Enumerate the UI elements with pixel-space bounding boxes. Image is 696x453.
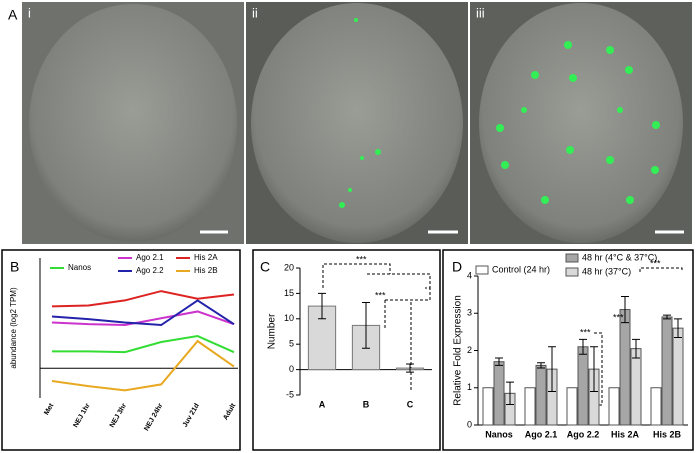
x-tick-label: Ago 2.1 bbox=[525, 429, 558, 439]
x-tick-label: NEJ 1hr bbox=[72, 402, 91, 429]
x-tick-label: His 2A bbox=[611, 429, 640, 439]
x-tick-label: Met bbox=[43, 402, 55, 417]
annotation: *** bbox=[613, 312, 624, 322]
panel-frame bbox=[1, 249, 241, 451]
bar bbox=[566, 387, 578, 426]
bar bbox=[524, 387, 536, 426]
x-tick-label: C bbox=[407, 399, 414, 409]
legend-swatch bbox=[565, 253, 579, 263]
legend-label: 48 hr (37°C) bbox=[582, 266, 631, 276]
legend-label: Ago 2.1 bbox=[136, 253, 164, 262]
line bbox=[51, 339, 235, 392]
legend-label: 48 hr (4°C & 37°C) bbox=[582, 252, 657, 262]
bar bbox=[650, 387, 662, 426]
x-tick-label: Juv 21d bbox=[182, 402, 201, 428]
legend-label: His 2A bbox=[194, 253, 218, 262]
x-tick-label: NEJ 3hr bbox=[109, 402, 128, 429]
line bbox=[51, 310, 235, 327]
y-tick-label: 0 bbox=[289, 364, 294, 374]
legend-swatch bbox=[565, 267, 579, 277]
y-tick-label: 2 bbox=[467, 345, 472, 355]
bar bbox=[482, 387, 494, 426]
fluorescent-spots bbox=[339, 18, 660, 208]
line bbox=[51, 299, 235, 327]
x-tick-label: Ago 2.2 bbox=[567, 429, 600, 439]
error-bar bbox=[362, 302, 370, 349]
bar bbox=[493, 361, 505, 426]
y-tick-label: 20 bbox=[284, 262, 294, 272]
error-bar bbox=[495, 357, 503, 366]
y-tick-label: 3 bbox=[467, 308, 472, 318]
panel-label: B bbox=[10, 259, 19, 275]
bar bbox=[535, 364, 547, 426]
y-tick-label: 0 bbox=[467, 419, 472, 429]
line bbox=[51, 290, 235, 308]
cell-ii bbox=[251, 3, 463, 243]
y-tick-label: 15 bbox=[284, 288, 294, 298]
panel-label: C bbox=[260, 259, 270, 275]
line bbox=[52, 335, 235, 354]
x-tick-label: A bbox=[319, 399, 326, 409]
x-tick-label: B bbox=[363, 399, 370, 409]
error-bar bbox=[632, 338, 640, 359]
bar bbox=[661, 316, 673, 426]
error-bar bbox=[506, 381, 514, 406]
error-bar bbox=[537, 362, 545, 369]
error-bar bbox=[590, 346, 598, 392]
panel-label: A bbox=[8, 7, 18, 23]
bar bbox=[577, 346, 589, 426]
image-label: i bbox=[28, 5, 31, 20]
x-tick-label: Adult bbox=[222, 402, 237, 422]
error-bar bbox=[406, 363, 414, 373]
bar bbox=[630, 348, 642, 426]
legend-label: His 2B bbox=[194, 266, 218, 275]
x-tick-label: His 2B bbox=[653, 429, 682, 439]
x-tick-label: NEJ 24hr bbox=[143, 402, 164, 432]
x-tick-label: Nanos bbox=[485, 429, 513, 439]
y-tick-label: 1 bbox=[467, 382, 472, 392]
y-tick-label: 10 bbox=[284, 313, 294, 323]
error-bar bbox=[674, 318, 682, 338]
image-label: iii bbox=[476, 5, 485, 20]
legend-label: Control (24 hr) bbox=[492, 264, 550, 274]
annotation: *** bbox=[580, 327, 591, 337]
annotation: *** bbox=[375, 290, 386, 300]
bar bbox=[672, 327, 684, 426]
image-label: ii bbox=[252, 5, 258, 20]
error-bar bbox=[621, 295, 629, 324]
y-axis-label: abundance (log2 TPM) bbox=[9, 287, 18, 369]
panel-label: D bbox=[452, 259, 462, 275]
y-tick-label: 4 bbox=[467, 270, 472, 280]
y-tick-label: -5 bbox=[286, 389, 294, 399]
annotation: *** bbox=[650, 258, 661, 268]
error-bar bbox=[579, 338, 587, 355]
legend-label: Ago 2.2 bbox=[136, 266, 164, 275]
y-axis-label: Number bbox=[267, 313, 278, 349]
y-axis-label: Relative Fold Expression bbox=[453, 295, 464, 406]
bar bbox=[619, 309, 631, 426]
bar bbox=[608, 387, 620, 426]
error-bar bbox=[318, 292, 326, 320]
error-bar bbox=[663, 314, 671, 320]
cell-i bbox=[29, 4, 237, 242]
y-tick-label: 5 bbox=[289, 339, 294, 349]
annotation: *** bbox=[356, 254, 367, 264]
panel-frame bbox=[442, 249, 694, 451]
panel-frame bbox=[252, 249, 441, 451]
legend-label: Nanos bbox=[68, 263, 91, 272]
error-bar bbox=[548, 346, 556, 392]
legend-swatch bbox=[475, 265, 489, 275]
cell-iii bbox=[479, 3, 683, 243]
